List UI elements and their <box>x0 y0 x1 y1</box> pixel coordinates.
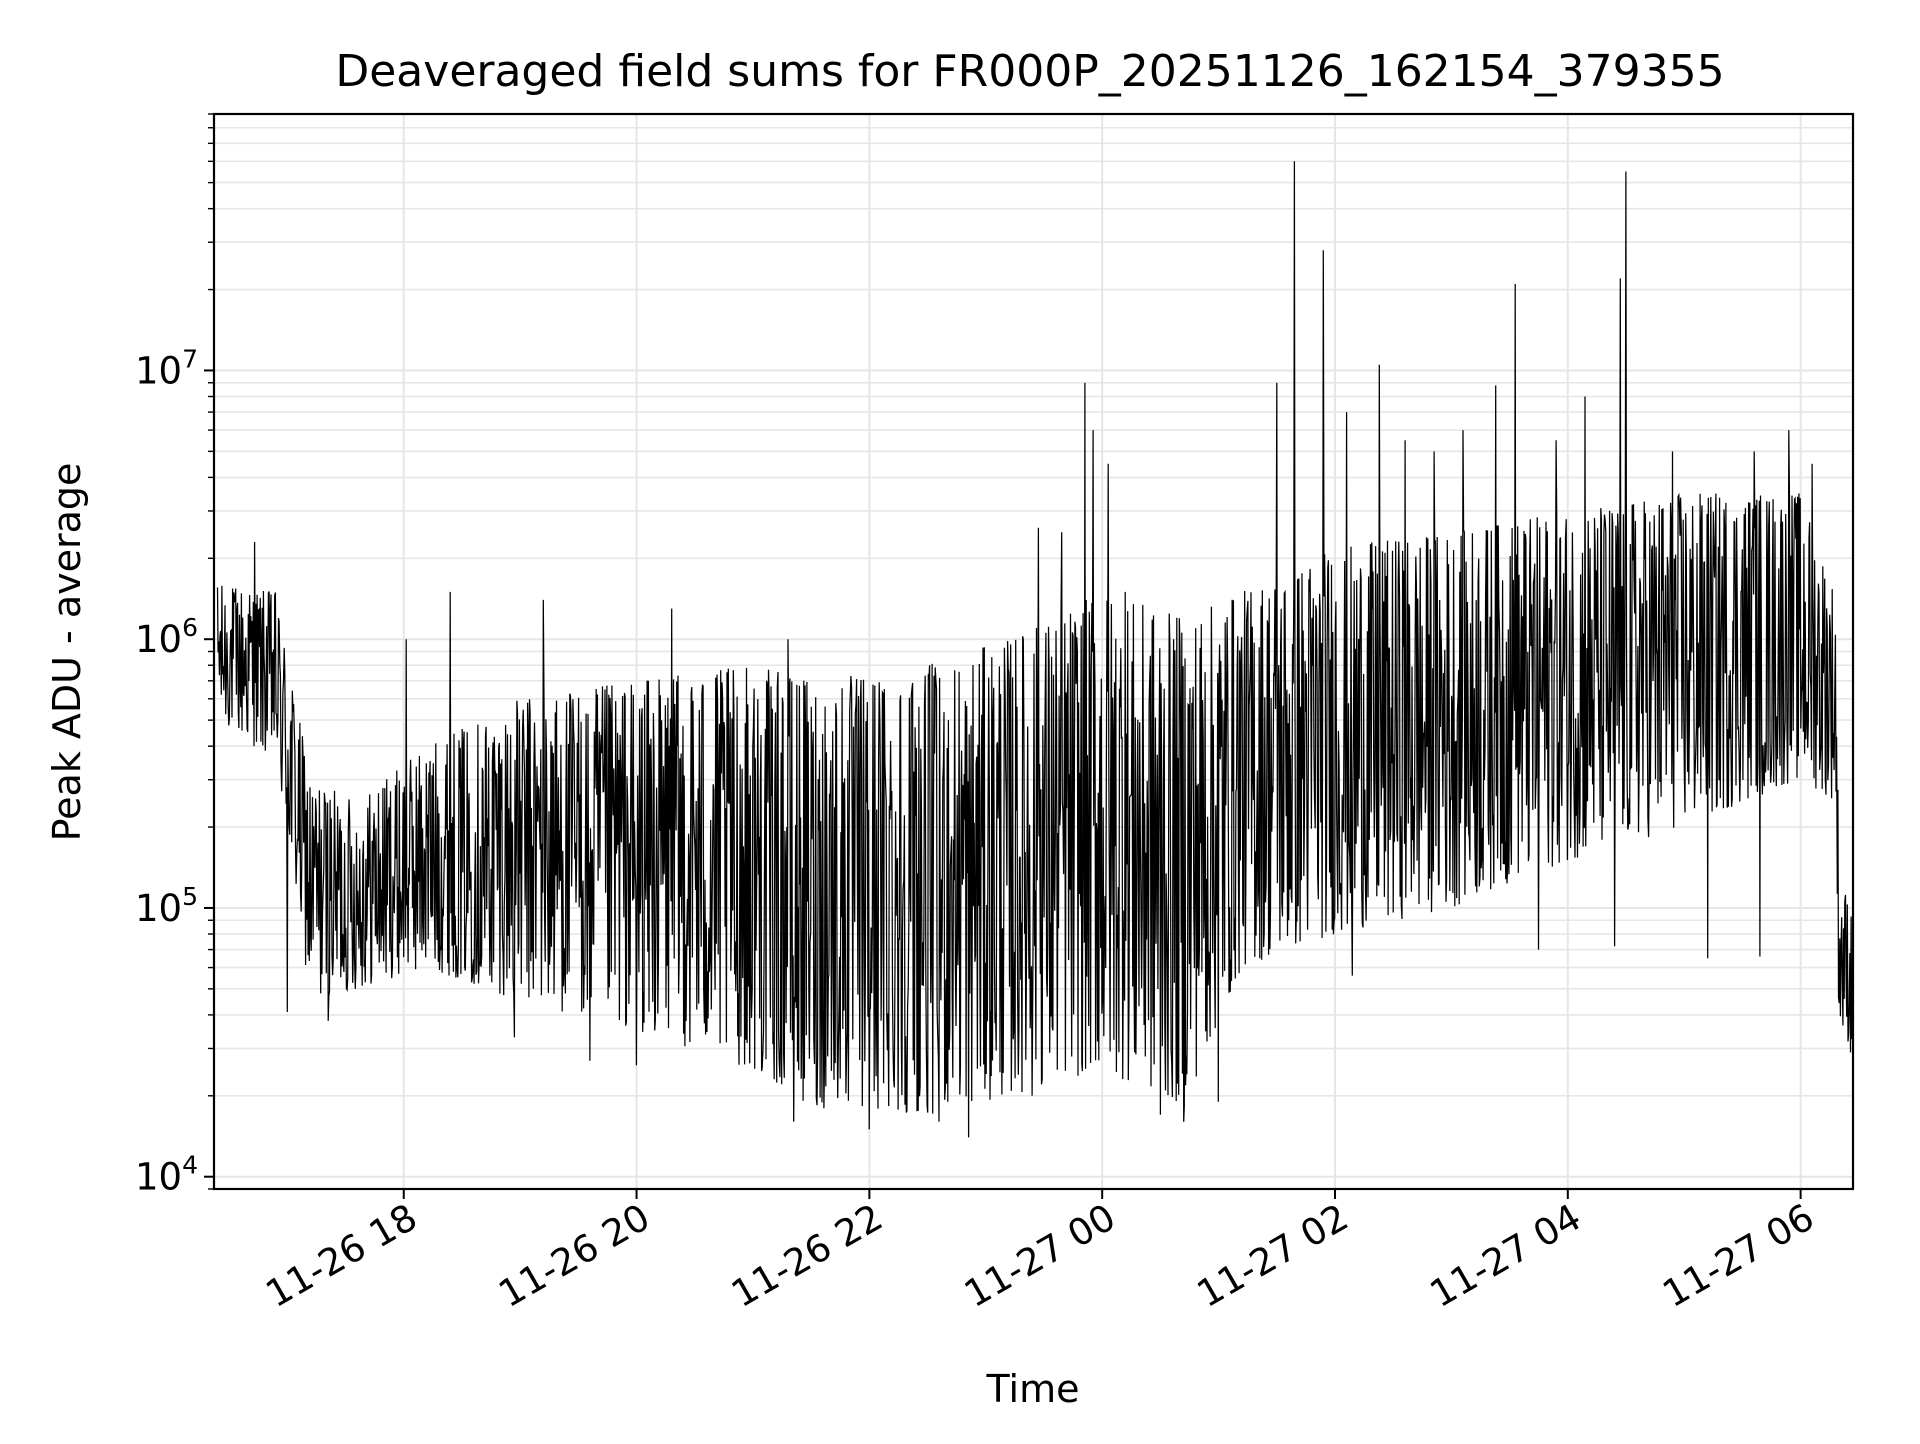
y-tick-base: 10 <box>135 1156 182 1199</box>
y-tick-base: 10 <box>135 618 182 661</box>
y-tick-exponent: 4 <box>182 1151 198 1180</box>
chart-title: Deaveraged field sums for FR000P_2025112… <box>335 46 1724 97</box>
y-tick-label: 107 <box>135 344 198 392</box>
x-axis-label: Time <box>986 1367 1080 1411</box>
y-tick-exponent: 6 <box>182 613 198 642</box>
data-series <box>216 161 1854 1138</box>
peak-adu-series-line <box>216 161 1854 1138</box>
y-tick-base: 10 <box>135 887 182 930</box>
y-tick-exponent: 5 <box>182 882 198 911</box>
y-tick-label: 104 <box>135 1151 198 1199</box>
y-tick-base: 10 <box>135 349 182 392</box>
y-tick-exponent: 7 <box>182 344 198 373</box>
y-axis-label: Peak ADU - average <box>45 463 89 842</box>
y-tick-label: 105 <box>135 882 198 930</box>
y-tick-label: 106 <box>135 613 198 661</box>
